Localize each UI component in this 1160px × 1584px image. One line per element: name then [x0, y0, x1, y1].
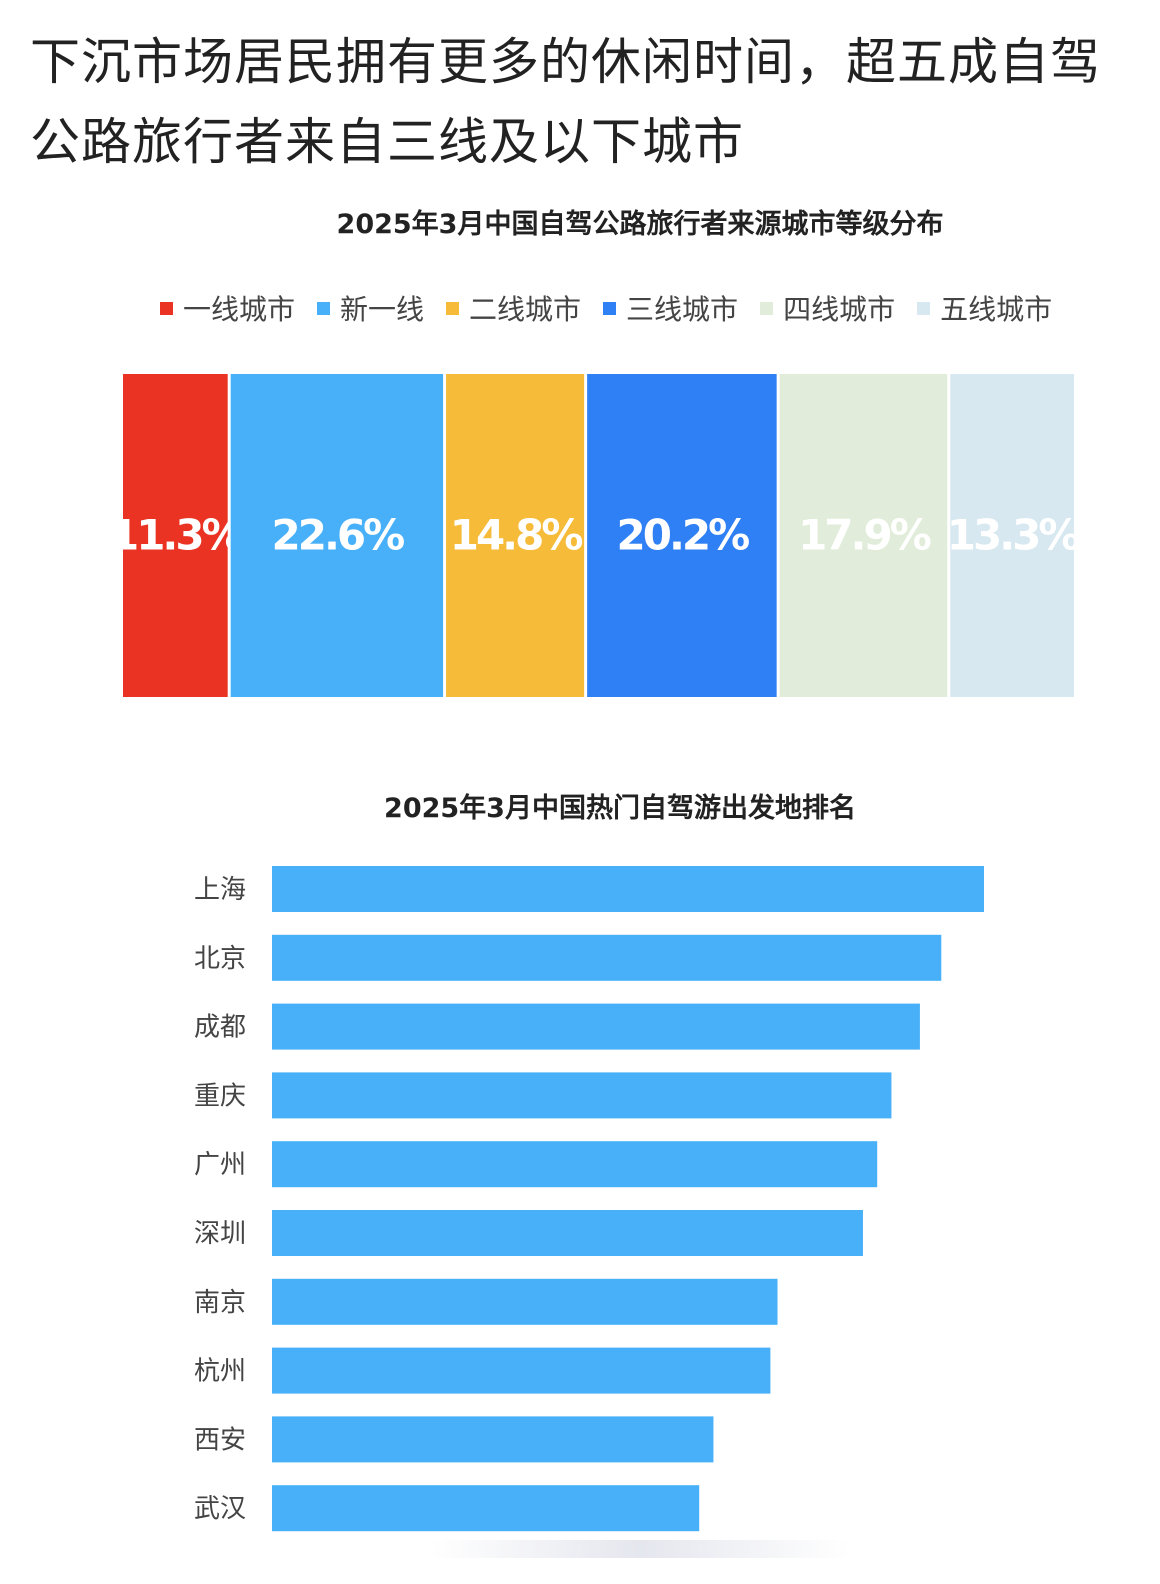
ranking-bar: [272, 1485, 700, 1532]
scroll-fade: [430, 1540, 850, 1558]
segment-value-label: 14.8%: [450, 511, 583, 560]
ranking-category-label: 广州: [194, 1150, 246, 1180]
ranking-category-label: 成都: [194, 1013, 246, 1043]
legend-swatch: [603, 301, 617, 315]
legend-item: 四线城市: [760, 288, 895, 328]
legend-swatch: [917, 301, 931, 315]
segment-value-label: 22.6%: [272, 511, 405, 560]
ranking-bar: [272, 1347, 771, 1394]
ranking-bar: [272, 1210, 863, 1256]
legend-swatch: [317, 301, 331, 315]
stacked-bar-chart: 11.3% 22.6% 14.8% 20.2% 17.9% 13.3%: [110, 374, 1082, 697]
ranking-category-label: 南京: [194, 1288, 246, 1318]
ranking-category-label: 杭州: [194, 1357, 246, 1387]
ranking-bar: [272, 1003, 920, 1050]
stack-segment: [779, 374, 948, 697]
legend-label: 五线城市: [940, 293, 1053, 326]
ranking-bar: [272, 866, 984, 912]
legend-item: 五线城市: [917, 288, 1052, 328]
stack-segment: [446, 374, 585, 697]
legend-label: 二线城市: [469, 293, 582, 326]
segment-value-label: 20.2%: [617, 511, 750, 560]
stack-segment: [950, 374, 1074, 697]
ranking-bar: [272, 1416, 714, 1463]
ranking-category-label: 武汉: [194, 1494, 246, 1524]
legend-item: 一线城市: [160, 288, 295, 328]
segment-value-label: 17.9%: [798, 511, 931, 560]
ranking-category-label: 西安: [194, 1425, 246, 1455]
ranking-bar: [272, 1072, 892, 1119]
legend-item: 三线城市: [603, 288, 738, 328]
segment-value-label: 11.3%: [110, 511, 243, 560]
ranking-category-label: 北京: [194, 944, 246, 974]
stack-segment: [587, 374, 777, 697]
legend-swatch: [446, 301, 460, 315]
ranking-bar: [272, 1141, 878, 1188]
legend-item: 新一线: [317, 288, 424, 328]
stack-segment: [230, 374, 444, 697]
headline: 下沉市场居民拥有更多的休闲时间，超五成自驾公路旅行者来自三线及以下城市: [30, 33, 1101, 171]
ranking-chart-title: 2025年3月中国热门自驾游出发地排名: [384, 793, 856, 824]
stacked-chart-title: 2025年3月中国自驾公路旅行者来源城市等级分布: [336, 209, 944, 240]
legend-label: 四线城市: [783, 293, 896, 326]
legend-label: 一线城市: [183, 293, 296, 326]
legend-swatch: [160, 301, 173, 315]
ranking-category-label: 深圳: [194, 1219, 246, 1249]
ranking-bar: [272, 1278, 778, 1325]
segment-value-label: 13.3%: [947, 511, 1080, 560]
ranking-category-label: 上海: [194, 875, 246, 905]
stack-segment: [123, 374, 228, 697]
ranking-category-label: 重庆: [194, 1081, 246, 1111]
legend-swatch: [760, 301, 774, 315]
legend-label: 三线城市: [626, 293, 739, 326]
legend-label: 新一线: [340, 293, 425, 326]
ranking-bar: [272, 934, 942, 981]
stacked-chart-legend: 一线城市 新一线 二线城市 三线城市 四线城市 五线城市: [160, 288, 1120, 328]
legend-item: 二线城市: [446, 288, 581, 328]
